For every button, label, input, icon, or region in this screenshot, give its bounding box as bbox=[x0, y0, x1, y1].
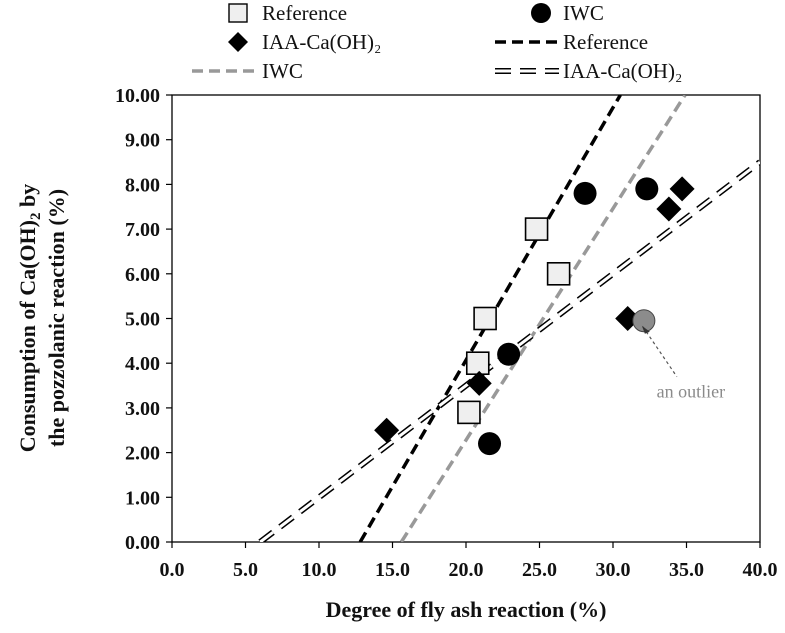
outlier-point bbox=[632, 309, 656, 333]
y-tick-label: 1.00 bbox=[125, 487, 160, 509]
legend-item: IAA-Ca(OH)₂ bbox=[228, 30, 381, 54]
y-tick-label: 8.00 bbox=[125, 174, 160, 196]
data-markers bbox=[374, 176, 695, 456]
annotations: an outlier bbox=[632, 309, 725, 402]
x-tick-label: 20.0 bbox=[449, 559, 484, 581]
data-point-circle bbox=[573, 181, 597, 205]
data-point-diamond bbox=[466, 370, 492, 396]
legend-marker-square bbox=[228, 3, 248, 23]
legend-item: IWC bbox=[531, 1, 604, 25]
trendline-stroke bbox=[399, 95, 687, 542]
legend-label: IWC bbox=[563, 1, 604, 25]
y-tick-label: 10.00 bbox=[115, 85, 160, 107]
y-tick-label: 6.00 bbox=[125, 264, 160, 286]
outlier-leader-line bbox=[642, 326, 678, 378]
outlier-arrowhead bbox=[641, 325, 650, 334]
data-point-circle bbox=[497, 342, 521, 366]
x-axis-title: Degree of fly ash reaction (%) bbox=[326, 597, 607, 622]
legend-item: IWC bbox=[192, 59, 303, 83]
y-tick-label: 0.00 bbox=[125, 532, 160, 554]
data-point-square bbox=[524, 217, 549, 241]
x-tick-label: 40.0 bbox=[743, 559, 778, 581]
x-tick-label: 5.0 bbox=[233, 559, 258, 581]
data-point-square bbox=[473, 306, 497, 331]
trendline bbox=[399, 95, 687, 542]
data-point-square bbox=[457, 400, 481, 425]
x-tick-label: 0.0 bbox=[160, 559, 185, 581]
y-axis-title-line2: the pozzolanic reaction (%) bbox=[44, 189, 69, 447]
x-axis-ticks: 0.0 5.0 10.0 15.0 20.0 25.0 30.0 35.0 40.0 bbox=[160, 542, 778, 581]
x-tick-label: 30.0 bbox=[596, 559, 631, 581]
legend-marker-circle bbox=[531, 3, 551, 23]
data-point-circle bbox=[478, 432, 502, 456]
y-axis-ticks: 0.00 1.00 2.00 3.00 4.00 5.00 6.00 7.00 8.00 9.00… bbox=[115, 85, 172, 554]
x-tick-label: 25.0 bbox=[522, 559, 557, 581]
y-tick-label: 3.00 bbox=[125, 398, 160, 420]
legend-item: Reference bbox=[228, 1, 347, 25]
x-tick-label: 10.0 bbox=[302, 559, 337, 581]
y-tick-label: 2.00 bbox=[125, 443, 160, 465]
legend: Reference IWC IAA-Ca(OH)₂ Reference IWC IAA-C… bbox=[192, 1, 682, 83]
legend-label: IWC bbox=[262, 59, 303, 83]
data-point-diamond bbox=[669, 176, 695, 202]
plot-frame bbox=[171, 94, 761, 543]
y-tick-label: 5.00 bbox=[125, 309, 160, 331]
data-point-diamond bbox=[656, 196, 682, 222]
y-axis-title: Consumption of Ca(OH)2 by the pozzolanic… bbox=[15, 184, 69, 453]
data-point-diamond bbox=[374, 417, 400, 443]
trendlines bbox=[258, 95, 760, 542]
legend-item: IAA-Ca(OH)₂ bbox=[495, 59, 682, 83]
y-axis-title-line1: Consumption of Ca(OH)2 by bbox=[15, 184, 44, 453]
legend-marker-diamond bbox=[228, 32, 248, 52]
legend-label: Reference bbox=[563, 30, 648, 54]
legend-item: Reference bbox=[495, 30, 648, 54]
data-point-square bbox=[546, 261, 571, 286]
y-tick-label: 7.00 bbox=[125, 219, 160, 241]
x-tick-label: 35.0 bbox=[669, 559, 704, 581]
data-point-square bbox=[465, 351, 490, 376]
y-tick-label: 9.00 bbox=[125, 130, 160, 152]
y-tick-label: 4.00 bbox=[125, 353, 160, 375]
plot-area: an outlier bbox=[171, 94, 761, 543]
legend-label: IAA-Ca(OH)₂ bbox=[262, 30, 381, 54]
legend-label: IAA-Ca(OH)₂ bbox=[563, 59, 682, 83]
x-tick-label: 15.0 bbox=[375, 559, 410, 581]
outlier-label: an outlier bbox=[657, 382, 725, 402]
data-point-circle bbox=[635, 177, 659, 201]
legend-label: Reference bbox=[262, 1, 347, 25]
